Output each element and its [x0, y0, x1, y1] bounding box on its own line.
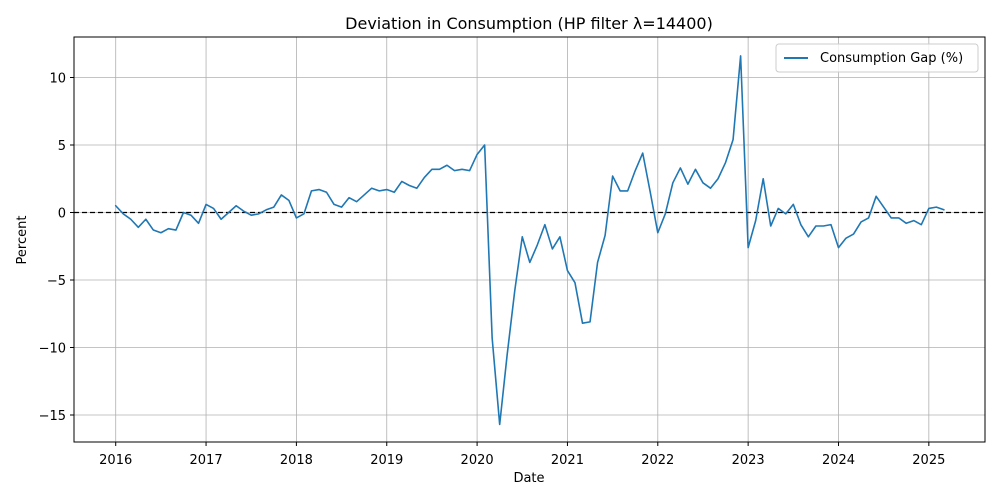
x-tick-label: 2022 — [641, 453, 674, 468]
chart-title: Deviation in Consumption (HP filter λ=14… — [345, 14, 713, 33]
x-axis-ticks: 2016 2017 2018 2019 2020 2021 2022 2023 2024 2025 — [99, 442, 945, 468]
x-tick-label: 2024 — [822, 453, 855, 468]
x-tick-label: 2016 — [99, 453, 132, 468]
x-tick-label: 2025 — [912, 453, 945, 468]
grid-lines — [74, 37, 985, 442]
x-tick-label: 2021 — [551, 453, 584, 468]
series-layer — [114, 55, 945, 426]
legend-entry-consumption-gap: Consumption Gap (%) — [820, 51, 963, 66]
y-tick-label: 0 — [58, 207, 66, 222]
y-tick-label: −10 — [39, 342, 66, 357]
x-tick-label: 2020 — [461, 453, 494, 468]
x-tick-label: 2019 — [370, 453, 403, 468]
x-axis-label: Date — [513, 471, 544, 486]
series-line-consumption-gap — [114, 55, 945, 426]
legend-box — [775, 43, 979, 73]
y-tick-label: −5 — [47, 274, 66, 289]
y-axis-label: Percent — [15, 216, 30, 265]
y-axis-ticks: −15 −10 −5 0 5 10 — [39, 72, 74, 424]
y-tick-label: 5 — [58, 139, 66, 154]
y-tick-label: 10 — [49, 72, 66, 87]
legend: Consumption Gap (%) — [775, 43, 979, 73]
x-tick-label: 2017 — [190, 453, 223, 468]
plot-area-frame — [73, 36, 986, 443]
x-tick-label: 2018 — [280, 453, 313, 468]
x-tick-label: 2023 — [732, 453, 765, 468]
y-tick-label: −15 — [39, 409, 66, 424]
